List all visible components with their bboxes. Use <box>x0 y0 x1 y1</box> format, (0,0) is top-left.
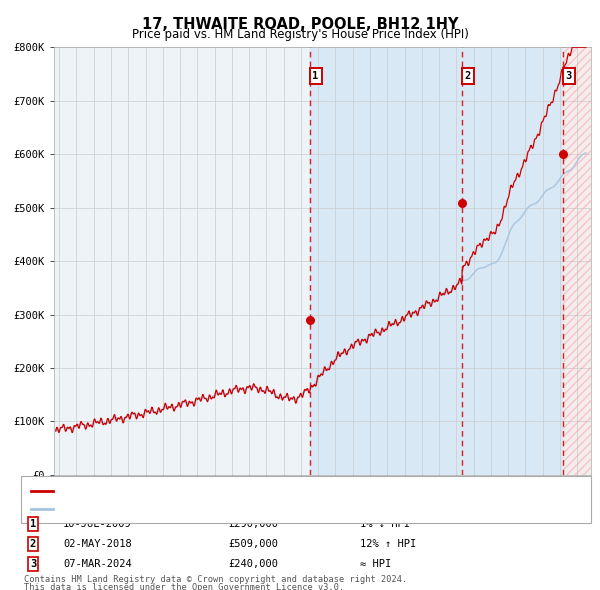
Bar <box>310 47 563 475</box>
Text: 12% ↑ HPI: 12% ↑ HPI <box>360 539 416 549</box>
Text: 2: 2 <box>30 539 36 549</box>
Text: £240,000: £240,000 <box>228 559 278 569</box>
Text: 1: 1 <box>313 71 319 81</box>
Text: 1: 1 <box>30 519 36 529</box>
Text: HPI: Average price, detached house, Bournemouth Christchurch and Poole: HPI: Average price, detached house, Bour… <box>60 504 480 514</box>
Text: Price paid vs. HM Land Registry's House Price Index (HPI): Price paid vs. HM Land Registry's House … <box>131 28 469 41</box>
Text: 02-MAY-2018: 02-MAY-2018 <box>63 539 132 549</box>
Text: 17, THWAITE ROAD, POOLE, BH12 1HY: 17, THWAITE ROAD, POOLE, BH12 1HY <box>142 17 458 31</box>
Text: This data is licensed under the Open Government Licence v3.0.: This data is licensed under the Open Gov… <box>24 582 344 590</box>
Text: 2: 2 <box>464 71 471 81</box>
Text: 17, THWAITE ROAD, POOLE, BH12 1HY (detached house): 17, THWAITE ROAD, POOLE, BH12 1HY (detac… <box>60 486 360 496</box>
Text: 3: 3 <box>30 559 36 569</box>
Bar <box>563 47 599 475</box>
Text: 07-MAR-2024: 07-MAR-2024 <box>63 559 132 569</box>
Text: 1% ↓ HPI: 1% ↓ HPI <box>360 519 410 529</box>
Text: £509,000: £509,000 <box>228 539 278 549</box>
Text: 10-JUL-2009: 10-JUL-2009 <box>63 519 132 529</box>
Bar <box>563 47 599 475</box>
Text: Contains HM Land Registry data © Crown copyright and database right 2024.: Contains HM Land Registry data © Crown c… <box>24 575 407 584</box>
Text: ≈ HPI: ≈ HPI <box>360 559 391 569</box>
Text: £290,000: £290,000 <box>228 519 278 529</box>
Text: 3: 3 <box>565 71 572 81</box>
